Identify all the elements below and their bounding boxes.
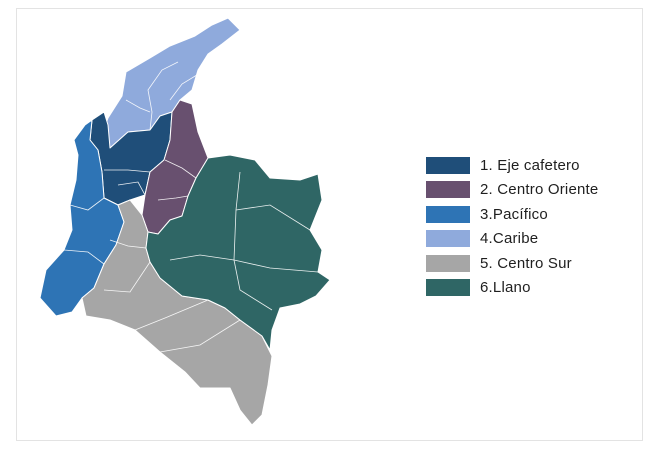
legend-item-eje-cafetero[interactable]: 1. Eje cafetero bbox=[426, 153, 598, 178]
legend-label: 1. Eje cafetero bbox=[480, 156, 580, 174]
legend-swatch bbox=[426, 181, 470, 199]
legend-label: 3.Pacífico bbox=[480, 205, 548, 223]
legend-label: 6.Llano bbox=[480, 279, 531, 297]
legend-swatch bbox=[426, 205, 470, 223]
legend-item-caribe[interactable]: 4.Caribe bbox=[426, 227, 598, 252]
legend-swatch bbox=[426, 279, 470, 297]
legend-item-centro-oriente[interactable]: 2. Centro Oriente bbox=[426, 178, 598, 203]
legend-label: 2. Centro Oriente bbox=[480, 181, 599, 199]
map-legend: 1. Eje cafetero 2. Centro Oriente 3.Pací… bbox=[426, 153, 598, 300]
legend-label: 4.Caribe bbox=[480, 230, 539, 248]
legend-label: 5. Centro Sur bbox=[480, 254, 572, 272]
legend-item-llano[interactable]: 6.Llano bbox=[426, 276, 598, 301]
legend-swatch bbox=[426, 254, 470, 272]
legend-swatch bbox=[426, 156, 470, 174]
region-llano[interactable] bbox=[145, 154, 331, 351]
legend-swatch bbox=[426, 230, 470, 248]
legend-item-pacifico[interactable]: 3.Pacífico bbox=[426, 202, 598, 227]
legend-item-centro-sur[interactable]: 5. Centro Sur bbox=[426, 251, 598, 276]
